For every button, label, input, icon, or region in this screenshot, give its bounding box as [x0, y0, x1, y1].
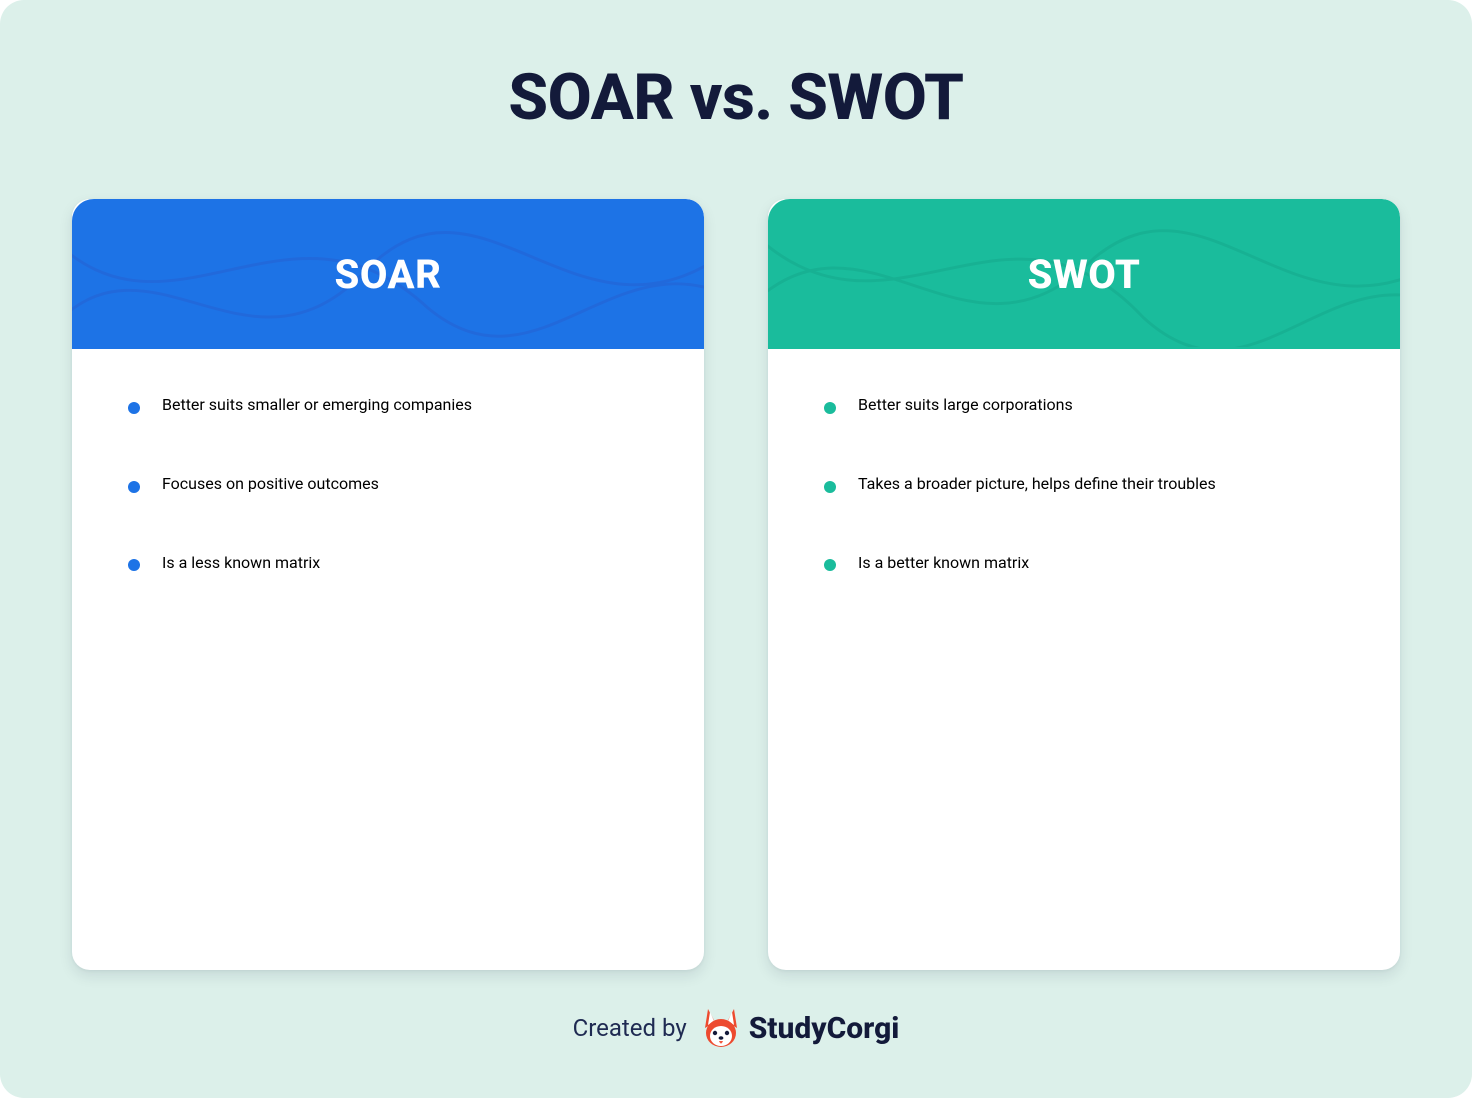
list-item: Takes a broader picture, helps define th… [820, 472, 1348, 497]
infographic-canvas: SOAR vs. SWOT SOAR Better suits smaller … [0, 0, 1472, 1098]
brand-name: StudyCorgi [749, 1011, 900, 1046]
cards-row: SOAR Better suits smaller or emerging co… [72, 199, 1400, 970]
footer: Created by StudyCorgi [72, 1006, 1400, 1058]
card-soar-header: SOAR [72, 199, 704, 349]
card-swot-body: Better suits large corporations Takes a … [768, 349, 1400, 970]
list-item: Better suits large corporations [820, 393, 1348, 418]
card-soar-title: SOAR [335, 251, 442, 298]
card-swot-list: Better suits large corporations Takes a … [820, 393, 1348, 575]
list-item: Better suits smaller or emerging compani… [124, 393, 652, 418]
card-soar: SOAR Better suits smaller or emerging co… [72, 199, 704, 970]
brand: StudyCorgi [701, 1006, 900, 1050]
list-item: Is a less known matrix [124, 551, 652, 576]
card-soar-body: Better suits smaller or emerging compani… [72, 349, 704, 970]
card-swot: SWOT Better suits large corporations Tak… [768, 199, 1400, 970]
corgi-icon [701, 1006, 741, 1050]
card-swot-header: SWOT [768, 199, 1400, 349]
list-item: Is a better known matrix [820, 551, 1348, 576]
list-item: Focuses on positive outcomes [124, 472, 652, 497]
card-soar-list: Better suits smaller or emerging compani… [124, 393, 652, 575]
created-by-label: Created by [573, 1014, 687, 1042]
card-swot-title: SWOT [1028, 251, 1141, 298]
page-title: SOAR vs. SWOT [72, 60, 1400, 135]
